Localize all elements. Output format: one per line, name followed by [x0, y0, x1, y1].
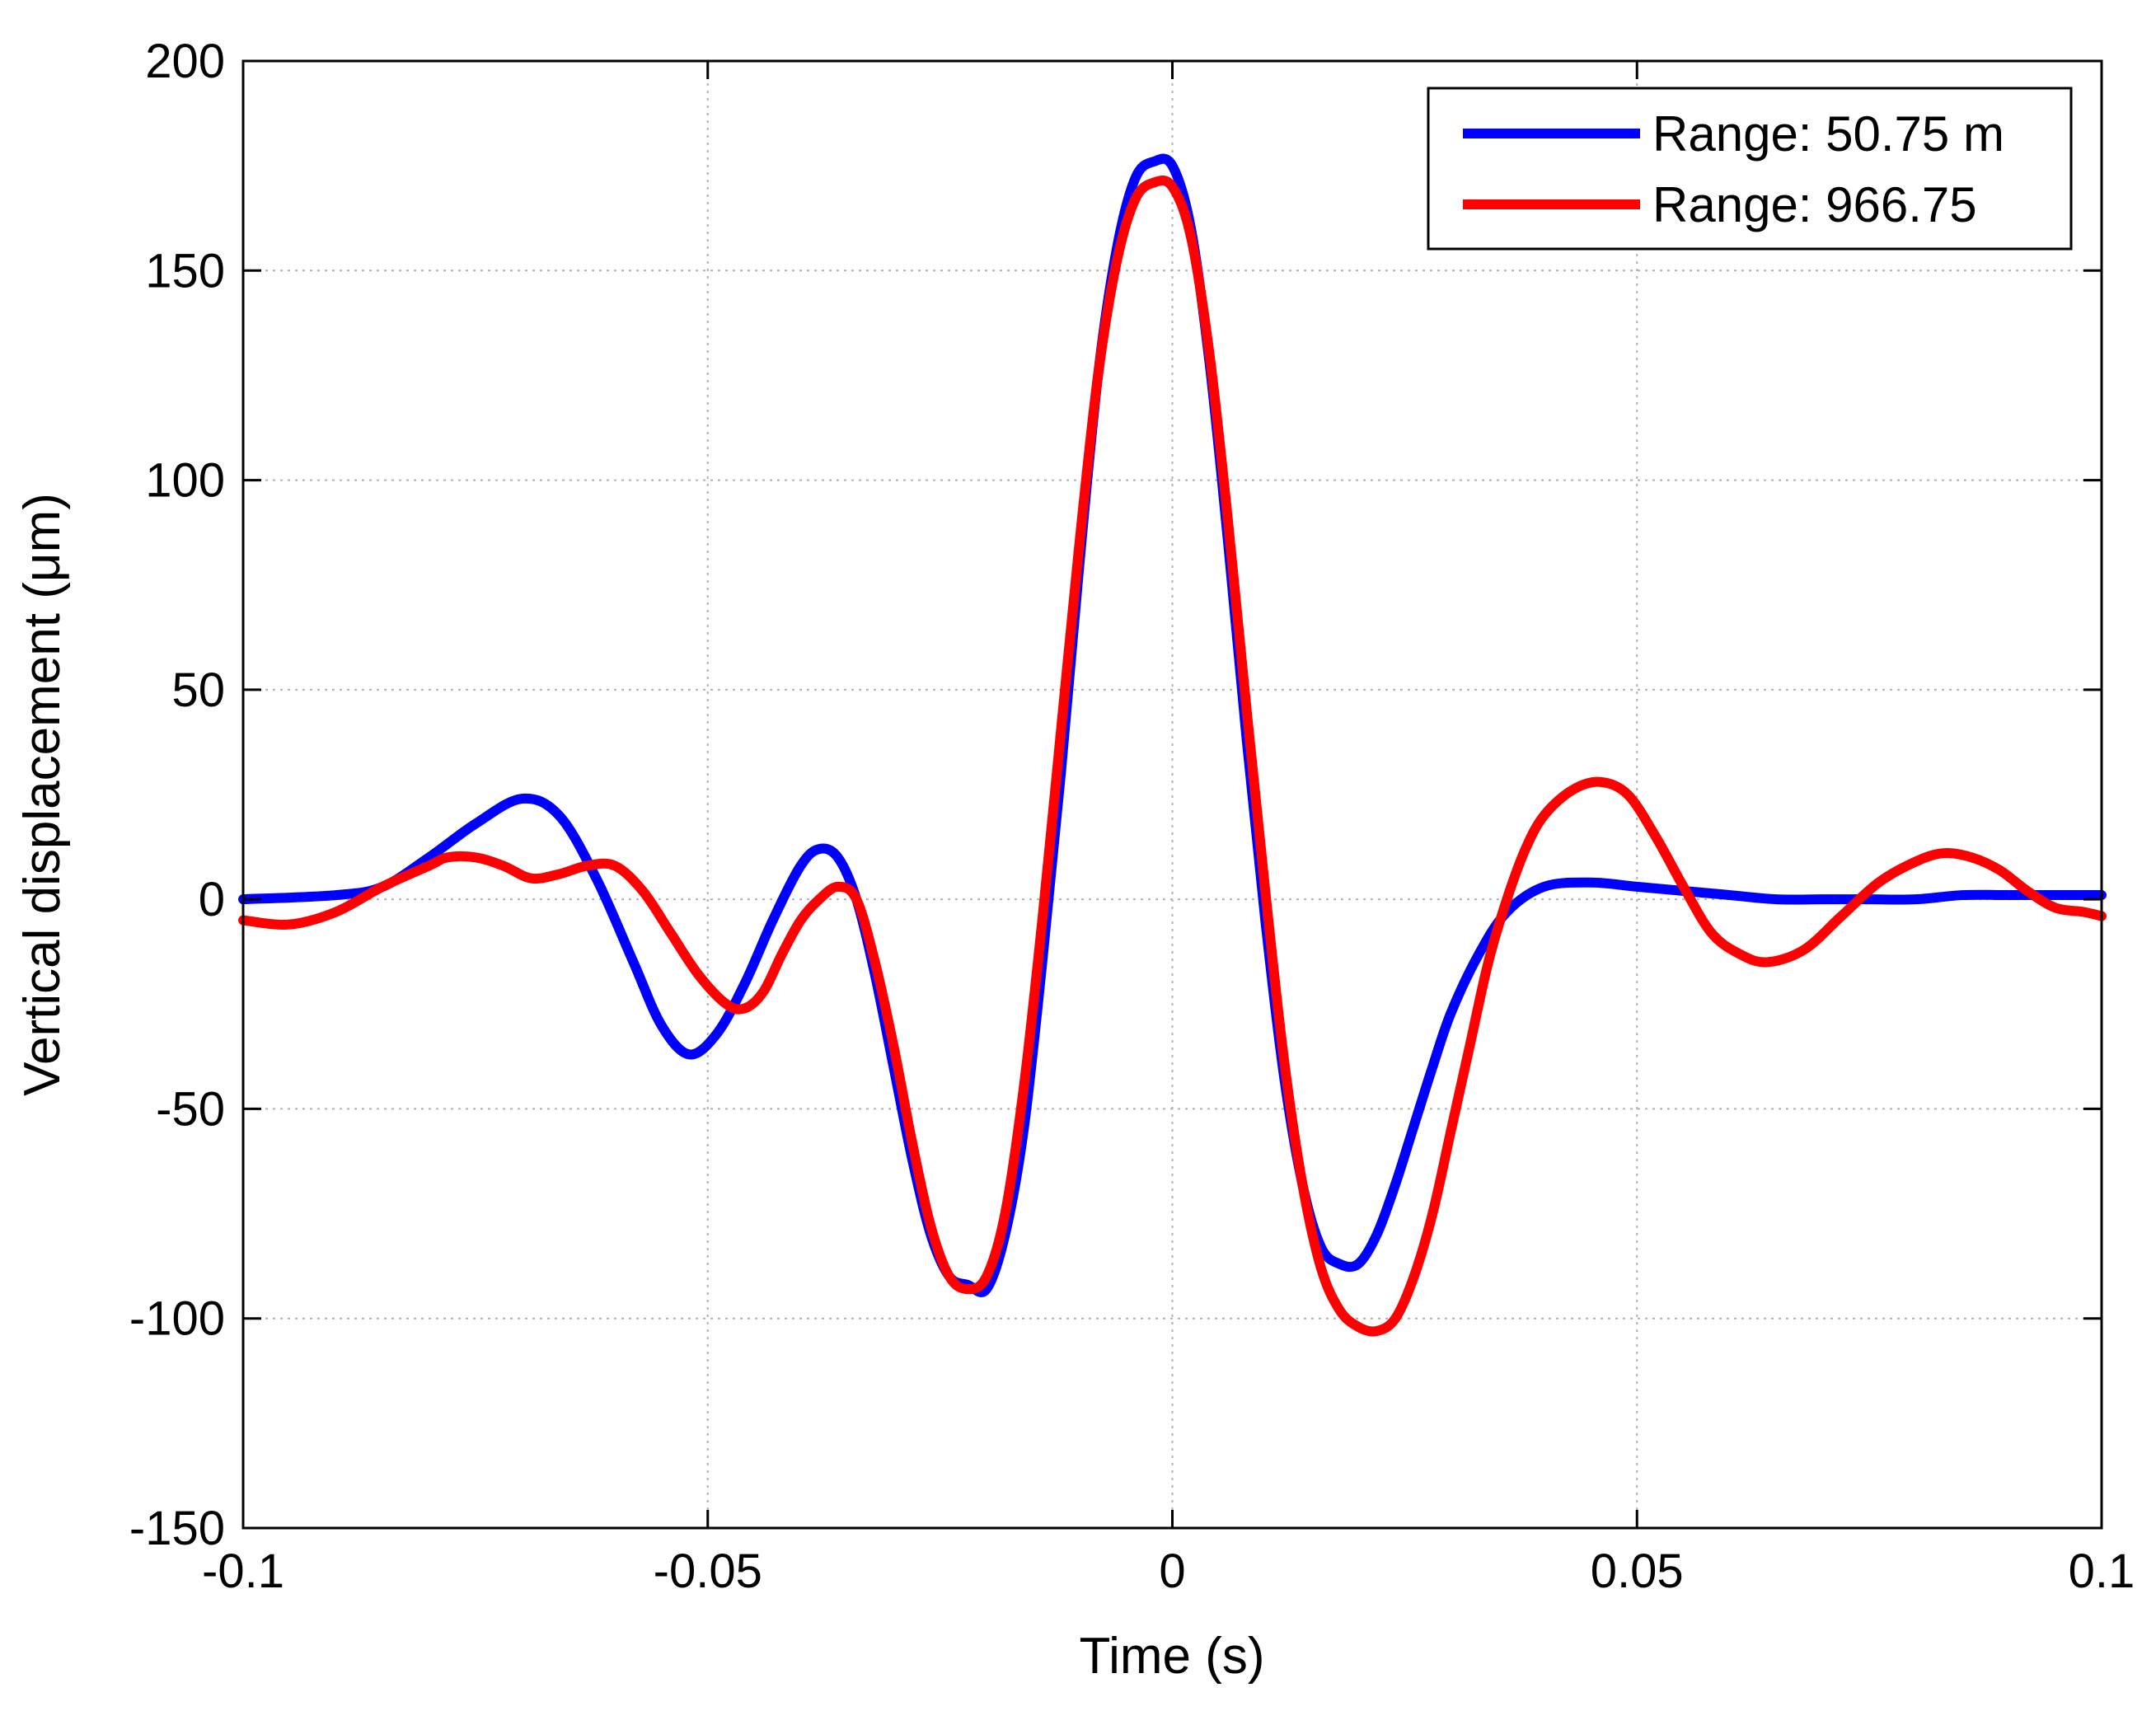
legend-entry-range-50-75: Range: 50.75 m — [1652, 106, 2004, 162]
x-tick-label: 0 — [1159, 1545, 1185, 1598]
x-tick-label: -0.05 — [654, 1545, 762, 1598]
legend-entry-range-966-75: Range: 966.75 — [1652, 177, 1977, 232]
y-tick-label: -100 — [129, 1292, 225, 1346]
y-tick-label: 100 — [145, 454, 225, 508]
x-tick-label: 0.1 — [2069, 1545, 2135, 1598]
series-lines — [238, 153, 2107, 1337]
series-line-range-966-75 — [238, 175, 2107, 1337]
y-tick-label: 200 — [145, 35, 225, 88]
y-tick-label: 0 — [199, 873, 225, 926]
y-axis-label: Vertical displacement (μm) — [14, 493, 71, 1096]
x-tick-label: -0.1 — [202, 1545, 284, 1598]
x-tick-label: 0.05 — [1591, 1545, 1684, 1598]
legend-box — [1427, 87, 2073, 251]
y-tick-label: -150 — [129, 1502, 225, 1555]
x-tick-labels: -0.1 -0.05 0 0.05 0.1 — [202, 1545, 2135, 1598]
axis-ticks — [241, 59, 2103, 1530]
grid-lines — [243, 61, 2102, 1528]
x-axis-label: Time (s) — [1080, 1628, 1265, 1685]
y-tick-label: 50 — [171, 663, 225, 717]
plot-area — [243, 61, 2102, 1528]
y-tick-labels: -150 -100 -50 0 50 100 150 200 — [129, 35, 225, 1555]
legend: Range: 50.75 m Range: 966.75 — [1427, 87, 2073, 251]
y-tick-label: -50 — [156, 1082, 225, 1136]
y-tick-label: 150 — [145, 244, 225, 298]
